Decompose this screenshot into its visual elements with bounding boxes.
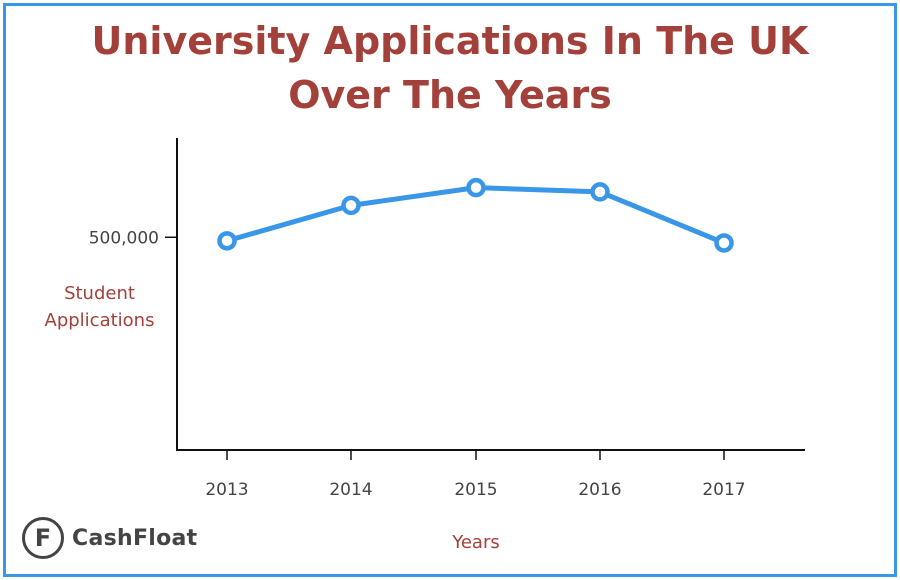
data-point [590, 182, 610, 202]
x-tick-label: 2016 [578, 480, 621, 500]
x-axis-title: Years [452, 532, 500, 553]
x-tick-label: 2015 [454, 480, 497, 500]
x-tick-label: 2013 [205, 480, 248, 500]
data-point [341, 195, 361, 216]
y-axis-title: Student Applications [44, 283, 155, 331]
logo-mark-icon: F [22, 517, 64, 559]
chart-title-line-1: University Applications In The UK [91, 19, 809, 63]
y-tick-label: 500,000 [89, 228, 159, 248]
chart-frame [3, 3, 897, 577]
chart-title-line-2: Over The Years [288, 73, 612, 117]
data-point [714, 233, 734, 253]
chart-title: University Applications In The UK Over T… [0, 14, 900, 122]
cashfloat-logo: F CashFloat [22, 514, 198, 562]
data-point [217, 231, 237, 251]
x-tick-label: 2017 [702, 480, 745, 500]
logo-text: CashFloat [72, 525, 198, 551]
x-tick-label: 2014 [329, 480, 372, 500]
data-point [466, 177, 486, 198]
